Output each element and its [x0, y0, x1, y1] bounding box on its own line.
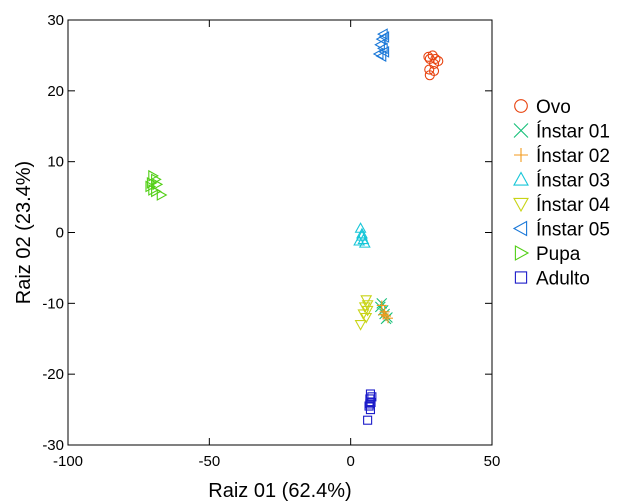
x-tick-label: -100 — [53, 453, 83, 470]
y-tick-label: -10 — [42, 295, 64, 312]
data-point — [145, 180, 157, 193]
data-point — [354, 320, 367, 331]
data-point — [430, 53, 441, 65]
data-point — [146, 176, 158, 189]
y-tick-label: 10 — [47, 154, 64, 171]
x-axis-label: Raiz 01 (62.4%) — [208, 480, 351, 501]
x-tick-label: 50 — [484, 453, 501, 470]
data-point — [378, 309, 389, 320]
data-point — [365, 405, 376, 415]
legend-label: Ínstar 01 — [536, 122, 610, 143]
y-tick-label: 0 — [56, 225, 64, 242]
data-point — [424, 70, 435, 81]
legend-marker — [514, 99, 528, 113]
y-tick-label: 20 — [47, 83, 64, 100]
y-tick-label: -30 — [42, 437, 64, 454]
data-point — [151, 173, 162, 186]
data-point — [356, 227, 368, 239]
legend-marker — [513, 123, 529, 138]
legend-marker — [514, 245, 530, 261]
data-point — [378, 45, 390, 58]
legend-label: Pupa — [536, 244, 581, 265]
y-axis-label: Raiz 02 (23.4%) — [13, 161, 35, 304]
data-point — [424, 64, 435, 75]
data-point — [358, 302, 371, 314]
legend-marker — [513, 171, 529, 186]
legend-label: Ínstar 02 — [536, 146, 610, 167]
legend-label: Ovo — [536, 97, 571, 118]
data-point — [353, 234, 366, 246]
data-point — [358, 236, 371, 248]
data-point — [367, 392, 377, 402]
y-tick-label: -20 — [42, 366, 64, 383]
data-point — [365, 399, 375, 409]
legend-label: Ínstar 04 — [536, 195, 610, 216]
legend-label: Adulto — [536, 269, 590, 290]
legend-marker — [514, 148, 528, 162]
data-points — [145, 28, 444, 425]
legend: Ovo Ínstar 01 Ínstar 02 Ínstar 03 Ínstar 04 Í… — [512, 97, 610, 290]
data-point — [377, 28, 388, 41]
data-point — [361, 305, 374, 317]
data-point — [361, 300, 374, 311]
data-point — [148, 169, 159, 182]
data-point — [360, 312, 373, 324]
data-point — [423, 51, 434, 62]
legend-label: Ínstar 03 — [536, 171, 610, 192]
data-point — [151, 185, 162, 198]
data-point — [375, 50, 387, 63]
data-point — [363, 415, 373, 425]
data-point — [152, 178, 164, 191]
x-tick-label: -50 — [198, 453, 220, 470]
legend-label: Ínstar 05 — [536, 220, 610, 241]
data-point — [357, 309, 370, 321]
legend-marker — [512, 220, 528, 237]
data-point — [156, 189, 168, 201]
data-point — [376, 300, 387, 311]
y-tick-label: 30 — [47, 12, 64, 29]
legend-marker — [514, 271, 528, 284]
legend-marker — [513, 197, 529, 213]
plot-frame — [67, 19, 493, 446]
x-tick-label: 0 — [346, 453, 354, 470]
data-point — [378, 31, 390, 43]
